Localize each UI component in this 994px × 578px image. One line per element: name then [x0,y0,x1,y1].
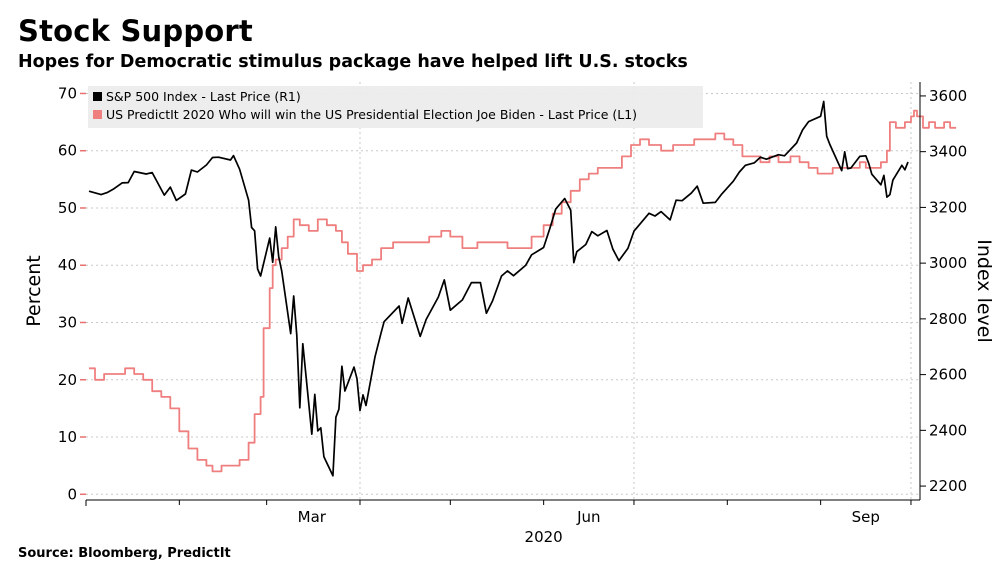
chart-subtitle: Hopes for Democratic stimulus package ha… [18,52,688,72]
y-right-tick-label: 3600 [929,87,967,105]
legend-swatch [93,110,102,119]
y-right-axis-label: Index level [973,239,994,343]
y-left-tick-label: 10 [58,428,77,446]
y-right-tick-label: 3000 [929,254,967,272]
y-right-tick-label: 3200 [929,198,967,216]
source-note: Source: Bloomberg, PredictIt [18,546,231,561]
series-layer [88,100,957,477]
x-tick-label: Sep [852,508,880,526]
y-left-tick-label: 60 [58,142,77,160]
y-left-tick-label: 0 [67,485,77,503]
legend-swatch [93,92,102,101]
y-left-tick-label: 50 [58,199,77,217]
x-year-label: 2020 [525,528,563,546]
legend: S&P 500 Index - Last Price (R1) US Predic… [88,86,703,128]
y-left-tick-label: 70 [58,84,77,102]
y-right-tick-label: 2800 [929,310,967,328]
axes: Mar Jun Sep 2020 0 10 20 30 40 50 60 70 2200 2400 2600… [23,82,994,546]
legend-label: S&P 500 Index - Last Price (R1) [106,89,301,104]
y-left-tick-label: 20 [58,371,77,389]
y-left-axis-label: Percent [23,255,45,327]
x-tick-label: Jun [576,508,600,526]
chart-title: Stock Support [18,14,253,48]
y-right-tick-label: 2400 [929,421,967,439]
grid [86,82,920,500]
y-right-tick-label: 2600 [929,366,967,384]
series-line-predictit [89,109,957,473]
y-left-tick-label: 40 [58,256,77,274]
legend-label: US PredictIt 2020 Who will win the US Pr… [106,107,637,122]
legend-box [88,86,703,128]
y-left-tick-label: 30 [58,313,77,331]
y-right-tick-label: 2200 [929,477,967,495]
series-line-sp500 [88,100,909,477]
x-tick-label: Mar [298,508,327,526]
y-right-tick-label: 3400 [929,143,967,161]
